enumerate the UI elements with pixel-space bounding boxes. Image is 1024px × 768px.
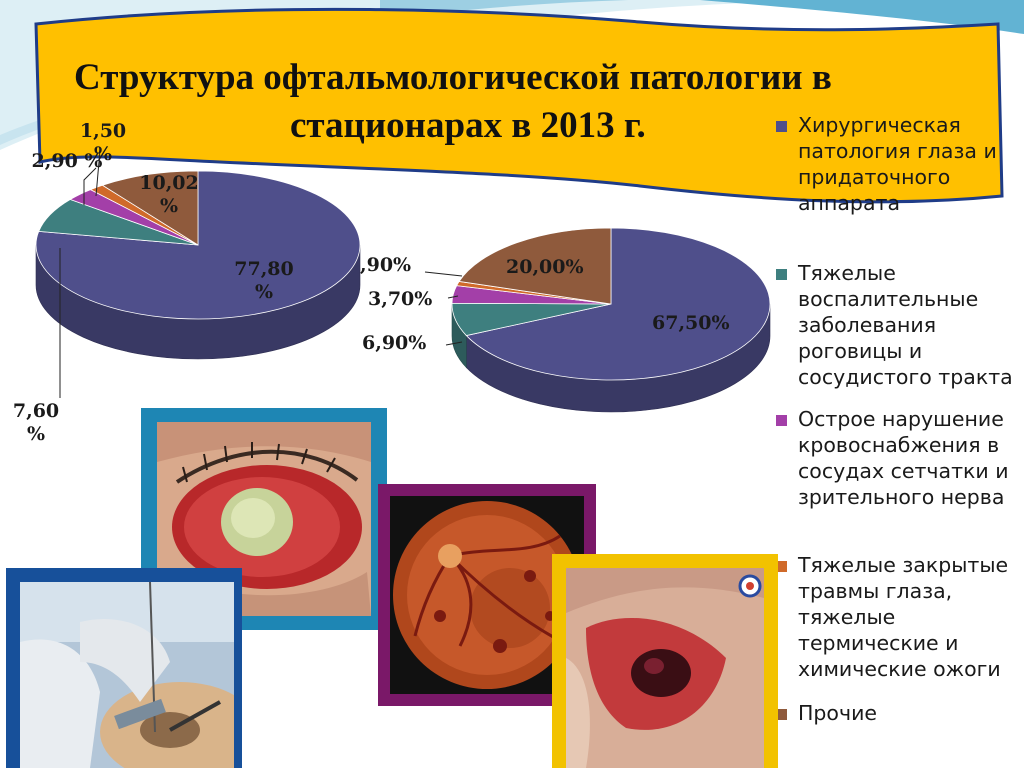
pie2-slice-other: [458, 227, 612, 305]
pie1-label-surgical: 77,80 %: [234, 258, 294, 303]
title-banner: [34, 7, 1004, 204]
eye-surgery-photo: [6, 568, 242, 768]
title-line-2: стационарах в 2013 г.: [290, 105, 646, 146]
pie2-leader-vascular: [447, 295, 459, 299]
pie1-label-trauma: 1,50 %: [79, 120, 127, 165]
pie1-leader-trauma: [95, 149, 101, 197]
title-line-1: Структура офтальмологической патологии в: [74, 57, 832, 98]
pie2-label-surgical: 67,50%: [652, 312, 730, 334]
eyelid-injury-photo: [552, 554, 778, 768]
eyelid-injury-image: [566, 568, 764, 768]
retina-image: [390, 496, 584, 694]
pie2-label-trauma: ,90%: [360, 254, 412, 276]
pie2-label-inflammatory: 6,90%: [362, 332, 427, 354]
pie2-leader-inflammatory: [445, 341, 463, 346]
pie1-label-vascular: 2,90 %: [31, 150, 103, 172]
legend-label-inflammatory: Тяжелые воспалительные заболевания рогов…: [798, 261, 1013, 389]
retina-photo: [378, 484, 596, 706]
pie1-slice-other: [101, 170, 199, 246]
pie1-label-other: 10,02 %: [139, 172, 199, 217]
pie2-label-vascular: 3,70%: [368, 288, 433, 310]
legend-swatch-other: [776, 709, 787, 720]
legend-swatch-surgical: [776, 121, 787, 132]
pie2-label-other: 20,00%: [506, 256, 584, 278]
pie1-label-inflammatory: 7,60 %: [12, 400, 60, 445]
legend-label-surgical: Хирургическая патология глаза и придаточ…: [798, 113, 997, 215]
legend-label-other: Прочие: [798, 701, 878, 725]
pie2-leader-trauma: [424, 271, 463, 277]
legend-label-trauma: Тяжелые закрытые травмы глаза, тяжелые т…: [798, 553, 1009, 681]
legend-label-vascular: Острое нарушение кровоснабжения в сосуда…: [798, 407, 1009, 509]
eye-surgery-image: [20, 582, 234, 768]
pie1-leader-vascular: [83, 167, 97, 205]
pie2-slice-surgical: [465, 227, 771, 381]
legend-swatch-vascular: [776, 415, 787, 426]
legend-swatch-trauma: [776, 561, 787, 572]
legend-swatch-inflammatory: [776, 269, 787, 280]
